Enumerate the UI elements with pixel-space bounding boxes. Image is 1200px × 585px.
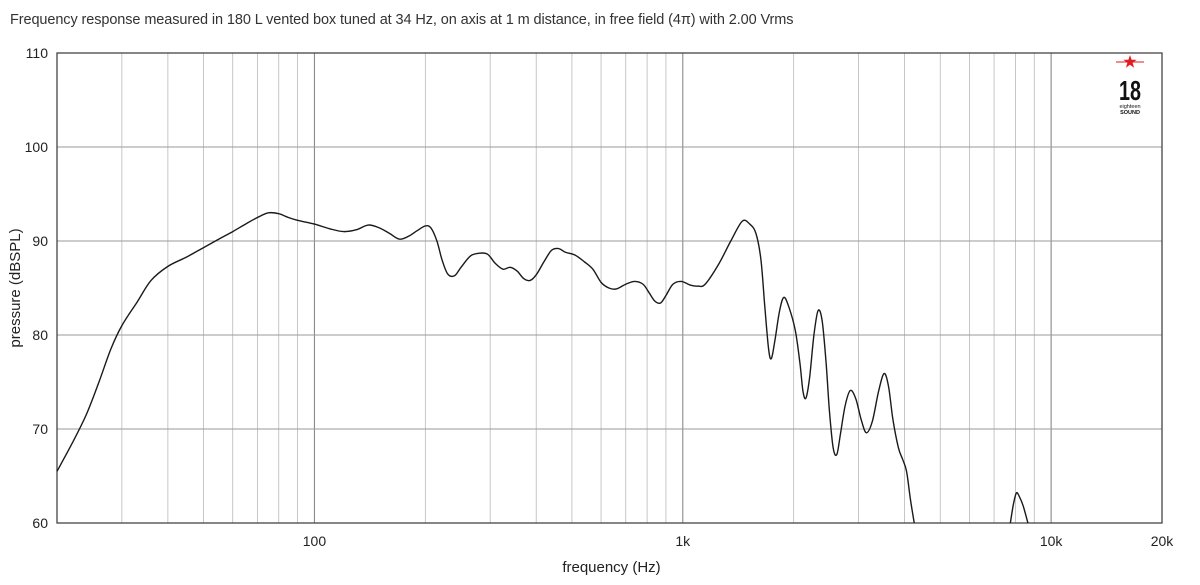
y-tick-label: 110 xyxy=(26,45,49,61)
plot-frame xyxy=(56,52,1163,524)
x-tick-label: 20k xyxy=(1151,533,1175,549)
logo-line1: eighteen xyxy=(1119,104,1140,110)
major-grid xyxy=(57,53,1162,523)
y-tick-label: 90 xyxy=(32,233,48,249)
logo-line2: SOUND xyxy=(1120,110,1140,116)
x-tick-label: 1k xyxy=(675,533,691,549)
logo-number: 18 xyxy=(1119,75,1141,106)
response-curve-2 xyxy=(1009,491,1029,524)
y-tick-label: 60 xyxy=(32,515,48,531)
series-layer xyxy=(56,211,1029,524)
x-tick-labels: 100 1k 10k 20k xyxy=(303,533,1175,549)
x-tick-label: 10k xyxy=(1040,533,1064,549)
x-tick-label: 100 xyxy=(303,533,327,549)
y-tick-label: 70 xyxy=(32,421,48,437)
y-axis-title: pressure (dBSPL) xyxy=(7,228,24,347)
logo-star-icon xyxy=(1123,55,1137,68)
minor-grid xyxy=(121,53,1035,523)
y-tick-label: 80 xyxy=(32,327,48,343)
x-axis-title: frequency (Hz) xyxy=(562,559,660,576)
response-curve-1 xyxy=(56,211,915,524)
y-tick-label: 100 xyxy=(25,139,49,155)
brand-logo: 18 eighteen SOUND xyxy=(1116,55,1144,116)
chart-caption: Frequency response measured in 180 L ven… xyxy=(10,12,794,28)
y-tick-labels: 60 70 80 90 100 110 xyxy=(25,45,49,531)
